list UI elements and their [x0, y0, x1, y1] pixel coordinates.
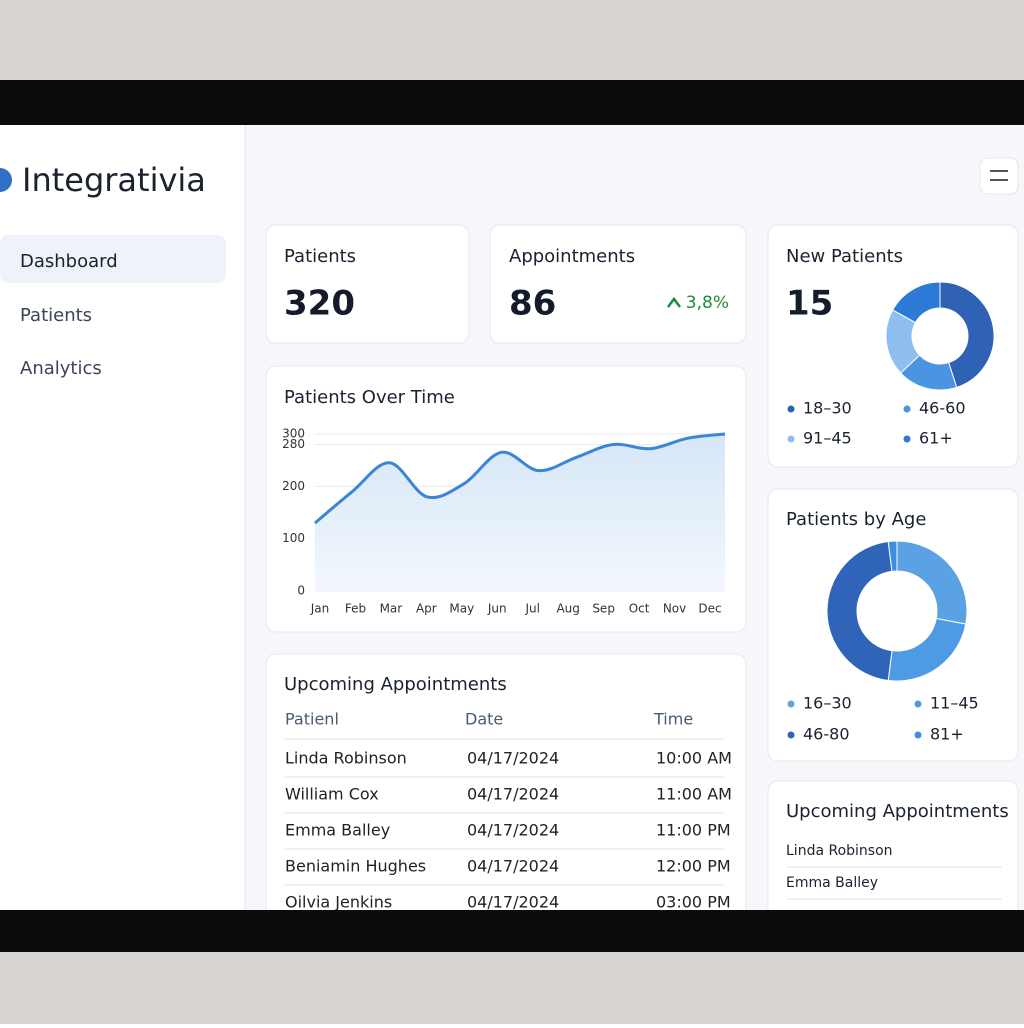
legend-dot	[903, 405, 911, 413]
line	[314, 432, 726, 525]
chart-title: Patients Over Time	[284, 387, 455, 408]
y-tick-label: 280	[282, 437, 305, 451]
column-header: Time	[653, 710, 693, 729]
stat-change: 3,8%	[686, 293, 729, 313]
card	[265, 224, 470, 344]
x-tick-label: Apr	[416, 602, 437, 616]
menu-button[interactable]	[979, 157, 1019, 195]
card	[265, 653, 747, 910]
logo	[0, 168, 12, 192]
column-header: Patienl	[285, 710, 339, 729]
legend-label: 16–30	[803, 694, 852, 713]
card	[767, 488, 1019, 762]
legend-label: 11–45	[930, 694, 979, 713]
legend-label: 46-80	[803, 725, 850, 744]
x-tick-label: Nov	[663, 602, 686, 616]
card-title: Patients	[284, 246, 356, 267]
x-tick-label: Jul	[524, 602, 539, 616]
y-tick-label: 0	[297, 584, 305, 598]
x-tick-label: Mar	[380, 602, 403, 616]
x-tick-label: Sep	[592, 602, 615, 616]
screen: Integrativia Dashboard Patients Analytic…	[0, 125, 1024, 912]
card-title: New Patients	[786, 246, 903, 267]
card	[767, 780, 1019, 910]
brand: Integrativia	[22, 161, 206, 199]
table-cell: 03:00 PM	[656, 893, 731, 912]
donut-segment	[939, 281, 995, 388]
donut-segment	[826, 540, 893, 682]
list-item: Linda Robinson	[786, 843, 893, 859]
table-cell: 10:00 AM	[656, 749, 732, 768]
legend-label: 81+	[930, 725, 964, 744]
card-title: Patients by Age	[786, 509, 926, 530]
table-cell: 04/17/2024	[467, 749, 559, 768]
table-cell: Oilvia Jenkins	[285, 893, 392, 912]
list-item: Emma Balley	[786, 875, 878, 891]
x-tick-label: Oct	[629, 602, 650, 616]
table-cell: 04/17/2024	[467, 821, 559, 840]
x-tick-label: Dec	[698, 602, 721, 616]
legend-dot	[903, 435, 911, 443]
x-tick-label: Aug	[556, 602, 579, 616]
legend-label: 18–30	[803, 399, 852, 418]
card-title: Upcoming Appointments	[284, 674, 507, 695]
legend-dot	[787, 435, 795, 443]
column-header: Date	[465, 710, 503, 729]
table-cell: 11:00 AM	[656, 785, 732, 804]
table-cell: 04/17/2024	[467, 785, 559, 804]
bezel-bottom	[0, 910, 1024, 950]
card	[489, 224, 747, 344]
table-cell: 12:00 PM	[656, 857, 731, 876]
donut-segment	[887, 540, 898, 572]
legend-label: 91–45	[803, 429, 852, 448]
legend-label: 46-60	[919, 399, 966, 418]
y-tick-label: 300	[282, 427, 305, 441]
table-cell: Linda Robinson	[285, 749, 407, 768]
table-cell: Beniamin Hughes	[285, 857, 426, 876]
nav-item[interactable]: Patients	[20, 305, 92, 326]
legend-dot	[914, 731, 922, 739]
x-tick-label: Feb	[345, 602, 366, 616]
table-cell: 11:00 PM	[656, 821, 731, 840]
table-cell: William Cox	[285, 785, 379, 804]
legend-dot	[787, 731, 795, 739]
card-title: Upcoming Appointments	[786, 801, 1009, 822]
legend-dot	[787, 700, 795, 708]
legend-dot	[914, 700, 922, 708]
stat-value: 15	[786, 284, 833, 324]
donut-segment	[891, 281, 941, 324]
table-cell: 04/17/2024	[467, 857, 559, 876]
nav-active	[0, 235, 226, 283]
card-title: Appointments	[509, 246, 635, 267]
table-cell: Emma Balley	[285, 821, 390, 840]
legend-dot	[787, 405, 795, 413]
y-tick-label: 200	[282, 479, 305, 493]
legend-label: 61+	[919, 429, 953, 448]
nav-item[interactable]: Dashboard	[20, 251, 118, 272]
nav-item[interactable]: Analytics	[20, 358, 102, 379]
stat-value: 320	[284, 284, 355, 324]
x-tick-label: Jan	[310, 602, 330, 616]
y-tick-label: 100	[282, 531, 305, 545]
table-cell: 04/17/2024	[467, 893, 559, 912]
x-tick-label: May	[449, 602, 474, 616]
x-tick-label: Jun	[487, 602, 507, 616]
area	[315, 434, 725, 591]
up-arrow	[667, 296, 681, 308]
stat-value: 86	[509, 284, 556, 324]
